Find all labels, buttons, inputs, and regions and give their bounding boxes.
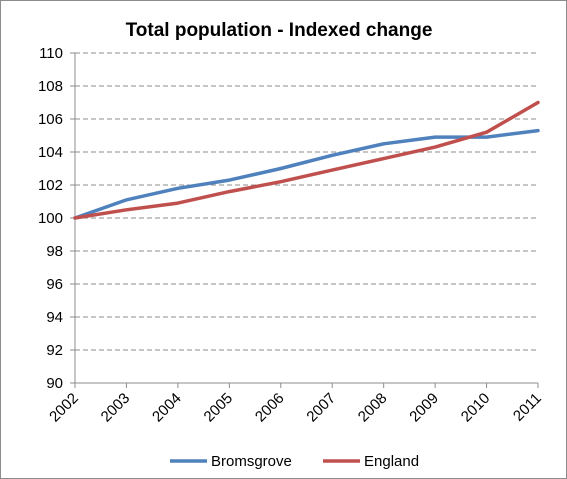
x-tick-label-2002: 2002 [46, 390, 82, 426]
y-tick-label-94: 94 [46, 309, 63, 326]
legend-label-england: England [364, 453, 419, 470]
y-tick-label-106: 106 [38, 111, 63, 128]
y-tick-label-104: 104 [38, 144, 63, 161]
legend-item-england: England [323, 453, 419, 470]
x-tick-label-2004: 2004 [149, 390, 185, 426]
x-tick-label-2006: 2006 [252, 390, 288, 426]
series-lines [73, 100, 540, 220]
x-tick-label-2005: 2005 [201, 390, 237, 426]
y-tick-label-96: 96 [46, 276, 63, 293]
x-tick-label-2008: 2008 [355, 390, 391, 426]
legend: Bromsgrove England [170, 453, 419, 470]
x-tick-label-2009: 2009 [406, 390, 442, 426]
y-tick-label-90: 90 [46, 375, 63, 392]
y-tick-label-100: 100 [38, 210, 63, 227]
y-tick-label-102: 102 [38, 177, 63, 194]
legend-item-bromsgrove: Bromsgrove [170, 453, 292, 470]
legend-label-bromsgrove: Bromsgrove [211, 453, 292, 470]
y-tick-label-108: 108 [38, 78, 63, 95]
axes [74, 53, 539, 388]
series-line-england [73, 100, 540, 220]
y-tick-label-110: 110 [39, 45, 63, 62]
x-tick-label-2010: 2010 [458, 390, 494, 426]
y-axis-tick-labels: 90 92 94 96 98 100 102 104 106 108 110 [38, 45, 63, 392]
series-line-bromsgrove [73, 128, 540, 220]
y-tick-label-98: 98 [46, 243, 63, 260]
x-tick-label-2011: 2011 [510, 390, 545, 425]
x-axis-tick-labels: 2002 2003 2004 2005 2006 2007 2008 2009 2010 2011 [46, 390, 545, 426]
y-tick-label-92: 92 [46, 342, 63, 359]
x-tick-label-2003: 2003 [98, 390, 134, 426]
grid-lines [70, 52, 538, 384]
chart-title: Total population - Indexed change [126, 20, 433, 41]
x-tick-label-2007: 2007 [303, 390, 339, 426]
